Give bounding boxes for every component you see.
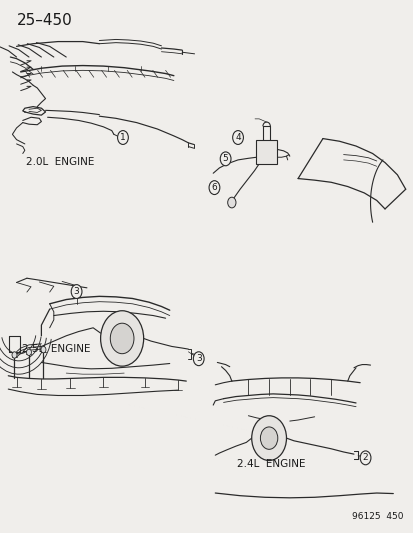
Text: 25–450: 25–450 bbox=[17, 13, 72, 28]
Circle shape bbox=[209, 181, 219, 195]
Text: 1: 1 bbox=[120, 133, 126, 142]
Text: 5: 5 bbox=[222, 155, 228, 163]
Circle shape bbox=[232, 131, 243, 144]
Text: 4: 4 bbox=[235, 133, 240, 142]
Circle shape bbox=[41, 346, 46, 353]
Circle shape bbox=[26, 349, 31, 356]
Text: 2.5L  ENGINE: 2.5L ENGINE bbox=[21, 344, 90, 354]
Circle shape bbox=[71, 285, 82, 298]
Text: 2.0L  ENGINE: 2.0L ENGINE bbox=[26, 157, 94, 167]
Circle shape bbox=[117, 131, 128, 144]
Text: 2: 2 bbox=[362, 454, 368, 462]
FancyBboxPatch shape bbox=[255, 140, 277, 164]
Text: 2.4L  ENGINE: 2.4L ENGINE bbox=[236, 459, 305, 470]
Circle shape bbox=[251, 416, 286, 461]
Circle shape bbox=[260, 427, 277, 449]
Circle shape bbox=[193, 352, 204, 366]
Text: 3: 3 bbox=[195, 354, 201, 363]
Circle shape bbox=[100, 311, 143, 366]
Circle shape bbox=[359, 451, 370, 465]
Circle shape bbox=[12, 352, 17, 358]
Circle shape bbox=[110, 323, 134, 354]
Circle shape bbox=[227, 197, 235, 208]
Text: 3: 3 bbox=[74, 287, 79, 296]
Circle shape bbox=[220, 152, 230, 166]
Text: 96125  450: 96125 450 bbox=[351, 512, 403, 521]
Text: 6: 6 bbox=[211, 183, 217, 192]
